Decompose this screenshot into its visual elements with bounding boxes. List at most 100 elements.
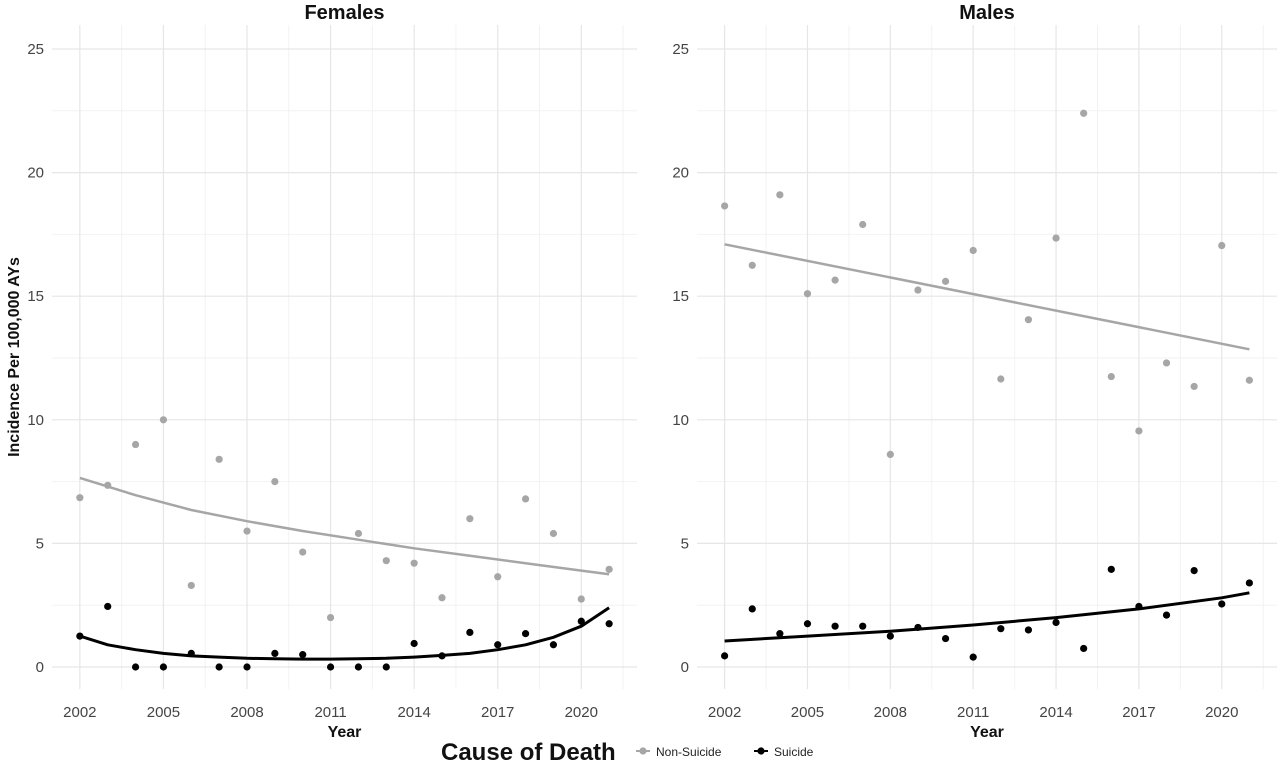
y-tick-label: 20	[27, 165, 44, 182]
data-point-suicide	[859, 622, 867, 630]
data-point-non-suicide	[382, 557, 390, 565]
panel-title: Males	[959, 2, 1015, 24]
data-point-suicide	[549, 641, 558, 649]
data-point-non-suicide	[131, 440, 140, 449]
x-axis-title: Year	[328, 724, 362, 741]
data-point-non-suicide	[354, 529, 363, 538]
x-tick-label: 2017	[481, 704, 514, 721]
x-tick-label: 2002	[63, 704, 96, 721]
data-point-non-suicide	[748, 261, 756, 269]
data-point-non-suicide	[803, 290, 812, 298]
data-point-suicide	[914, 623, 922, 632]
data-point-non-suicide	[1024, 316, 1033, 324]
x-tick-label: 2020	[565, 704, 598, 721]
data-point-non-suicide	[1245, 376, 1253, 384]
data-point-non-suicide	[605, 565, 613, 573]
data-point-non-suicide	[466, 515, 474, 523]
y-tick-label: 25	[672, 41, 689, 58]
data-point-suicide	[494, 641, 502, 649]
data-point-non-suicide	[997, 375, 1005, 383]
y-tick-label: 25	[27, 41, 44, 58]
data-point-suicide	[1080, 644, 1088, 653]
data-point-non-suicide	[969, 246, 977, 255]
y-tick-label: 10	[27, 412, 44, 429]
y-tick-label: 0	[36, 659, 44, 676]
y-axis-title: Incidence Per 100,000 AYs	[6, 257, 23, 457]
data-point-non-suicide	[243, 527, 251, 535]
y-tick-label: 15	[27, 288, 44, 305]
data-point-suicide	[410, 639, 418, 648]
data-point-suicide	[215, 663, 223, 671]
data-point-suicide	[831, 622, 839, 630]
data-point-non-suicide	[914, 286, 922, 294]
data-point-non-suicide	[886, 450, 894, 459]
data-point-suicide	[131, 663, 140, 671]
x-tick-label: 2002	[708, 704, 741, 721]
data-point-suicide	[382, 663, 390, 671]
data-point-non-suicide	[831, 276, 839, 284]
legend-label-non-suicide: Non-Suicide	[656, 745, 722, 759]
data-point-non-suicide	[859, 220, 867, 229]
data-point-non-suicide	[941, 277, 950, 285]
data-point-suicide	[466, 628, 474, 636]
data-point-suicide	[941, 634, 950, 643]
data-point-suicide	[803, 620, 812, 628]
data-point-non-suicide	[299, 548, 307, 556]
x-tick-label: 2020	[1205, 704, 1238, 721]
data-point-non-suicide	[776, 191, 784, 199]
legend-title: Cause of Death	[441, 739, 616, 764]
trend-line-suicide	[79, 606, 610, 661]
data-point-non-suicide	[1218, 241, 1226, 250]
data-point-suicide	[1135, 602, 1143, 611]
panel-title: Females	[304, 2, 384, 24]
data-point-non-suicide	[721, 202, 729, 210]
data-point-non-suicide	[410, 559, 418, 567]
data-point-non-suicide	[1080, 109, 1088, 117]
legend-label-suicide: Suicide	[774, 745, 814, 759]
trend-line-non-suicide	[79, 476, 610, 576]
x-tick-label: 2014	[397, 704, 430, 721]
data-point-suicide	[605, 620, 613, 628]
data-point-non-suicide	[187, 581, 195, 590]
data-point-non-suicide	[76, 494, 84, 502]
data-point-suicide	[104, 602, 112, 611]
panel-females	[52, 25, 637, 689]
y-tick-label: 15	[672, 288, 689, 305]
data-point-non-suicide	[104, 481, 112, 489]
data-point-non-suicide	[1190, 382, 1198, 391]
data-point-suicide	[886, 632, 894, 640]
legend-key-non-suicide	[639, 747, 647, 755]
y-tick-label: 0	[681, 659, 689, 676]
data-point-suicide	[187, 649, 195, 658]
data-point-non-suicide	[215, 455, 223, 463]
y-tick-label: 20	[672, 165, 689, 182]
data-point-non-suicide	[271, 478, 279, 486]
data-point-suicide	[299, 651, 307, 659]
data-point-suicide	[748, 605, 756, 613]
data-point-suicide	[1162, 611, 1171, 619]
data-point-suicide	[438, 652, 446, 660]
x-tick-label: 2005	[147, 704, 180, 721]
data-point-suicide	[271, 649, 279, 658]
data-point-non-suicide	[438, 594, 446, 602]
data-point-non-suicide	[521, 495, 530, 503]
data-point-suicide	[354, 663, 363, 671]
data-point-non-suicide	[326, 613, 335, 622]
data-point-suicide	[969, 653, 977, 661]
x-tick-label: 2008	[874, 704, 907, 721]
data-point-non-suicide	[577, 595, 585, 603]
data-point-suicide	[326, 663, 335, 671]
data-point-suicide	[1107, 565, 1115, 573]
data-point-suicide	[577, 617, 585, 625]
x-tick-label: 2011	[957, 704, 989, 721]
data-point-suicide	[776, 630, 784, 638]
data-point-non-suicide	[494, 573, 502, 581]
y-tick-label: 5	[681, 535, 689, 552]
x-tick-label: 2005	[791, 704, 824, 721]
data-point-non-suicide	[159, 416, 168, 424]
data-point-non-suicide	[1052, 234, 1060, 242]
x-tick-label: 2011	[314, 704, 346, 721]
data-point-non-suicide	[1135, 427, 1143, 435]
data-point-non-suicide	[1162, 359, 1171, 367]
